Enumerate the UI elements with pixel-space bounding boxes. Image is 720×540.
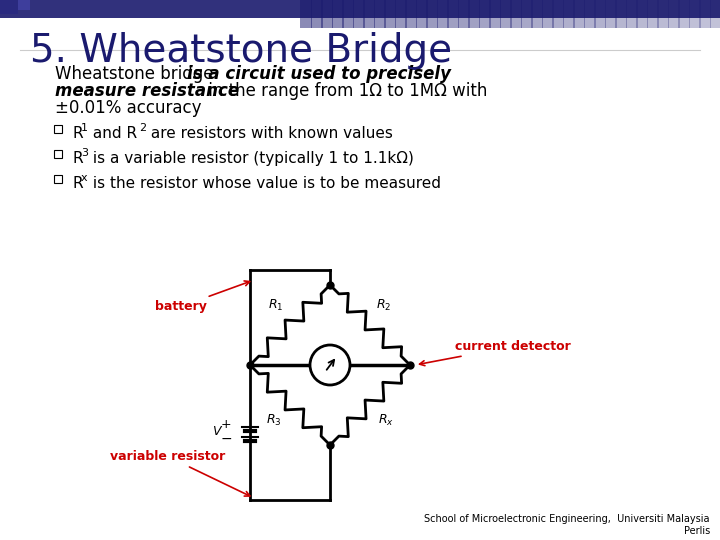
Bar [384,0,396,28]
Bar [342,0,354,28]
Bar [678,0,690,28]
Bar [0,0,720,18]
Text: R: R [72,176,83,191]
Text: are resistors with known values: are resistors with known values [146,126,393,141]
Bar [605,0,616,28]
Bar [331,0,343,28]
Text: R: R [72,126,83,141]
Bar [479,0,490,28]
Bar [457,0,469,28]
Bar [562,0,575,28]
Text: x: x [81,173,88,183]
Text: $R_3$: $R_3$ [266,413,282,428]
Text: 3: 3 [81,148,88,158]
Text: $R_1$: $R_1$ [269,298,284,313]
Bar [531,0,543,28]
Bar [395,0,407,28]
Bar [468,0,480,28]
Bar [500,0,511,28]
Text: and R: and R [88,126,137,141]
Text: R: R [72,151,83,166]
Text: is a circuit used to precisely: is a circuit used to precisely [187,65,451,83]
Text: is the resistor whose value is to be measured: is the resistor whose value is to be mea… [88,176,441,191]
Bar [353,0,364,28]
Text: School of Microelectronic Engineering,  Universiti Malaysia
Perlis: School of Microelectronic Engineering, U… [425,515,710,536]
Text: is a variable resistor (typically 1 to 1.1kΩ): is a variable resistor (typically 1 to 1… [88,151,414,166]
Bar [300,0,312,28]
Bar [18,0,30,10]
Text: 2: 2 [139,123,146,133]
Bar [636,0,648,28]
Bar [573,0,585,28]
Bar [415,0,428,28]
Text: battery: battery [155,281,250,313]
Bar [0,0,18,14]
Text: variable resistor: variable resistor [110,450,250,496]
Text: current detector: current detector [420,340,571,366]
Bar [667,0,680,28]
Bar [647,0,659,28]
Bar [709,0,720,28]
Text: 1: 1 [81,123,88,133]
Bar [657,0,669,28]
Bar [321,0,333,28]
Text: in the range from 1Ω to 1MΩ with: in the range from 1Ω to 1MΩ with [203,82,487,100]
Bar [54,150,62,158]
Text: 5. Wheatstone Bridge: 5. Wheatstone Bridge [30,32,452,70]
Bar [447,0,459,28]
Bar [405,0,417,28]
Bar [54,125,62,133]
Bar [426,0,438,28]
Bar [615,0,627,28]
Bar [489,0,501,28]
Bar [363,0,375,28]
Bar [594,0,606,28]
Bar [626,0,637,28]
Bar [541,0,554,28]
Text: Wheatstone bridge: Wheatstone bridge [55,65,219,83]
Bar [436,0,449,28]
Bar [552,0,564,28]
Text: ±0.01% accuracy: ±0.01% accuracy [55,99,202,117]
Text: V: V [212,425,220,438]
Text: $R_x$: $R_x$ [378,413,394,428]
Circle shape [310,345,350,385]
Bar [699,0,711,28]
Bar [521,0,533,28]
Text: −: − [220,431,232,446]
Bar [688,0,701,28]
Text: +: + [221,418,231,431]
Text: $R_2$: $R_2$ [377,298,392,313]
Bar [583,0,595,28]
Bar [374,0,385,28]
Bar [54,175,62,183]
Bar [510,0,522,28]
Bar [310,0,323,28]
Text: measure resistance: measure resistance [55,82,239,100]
